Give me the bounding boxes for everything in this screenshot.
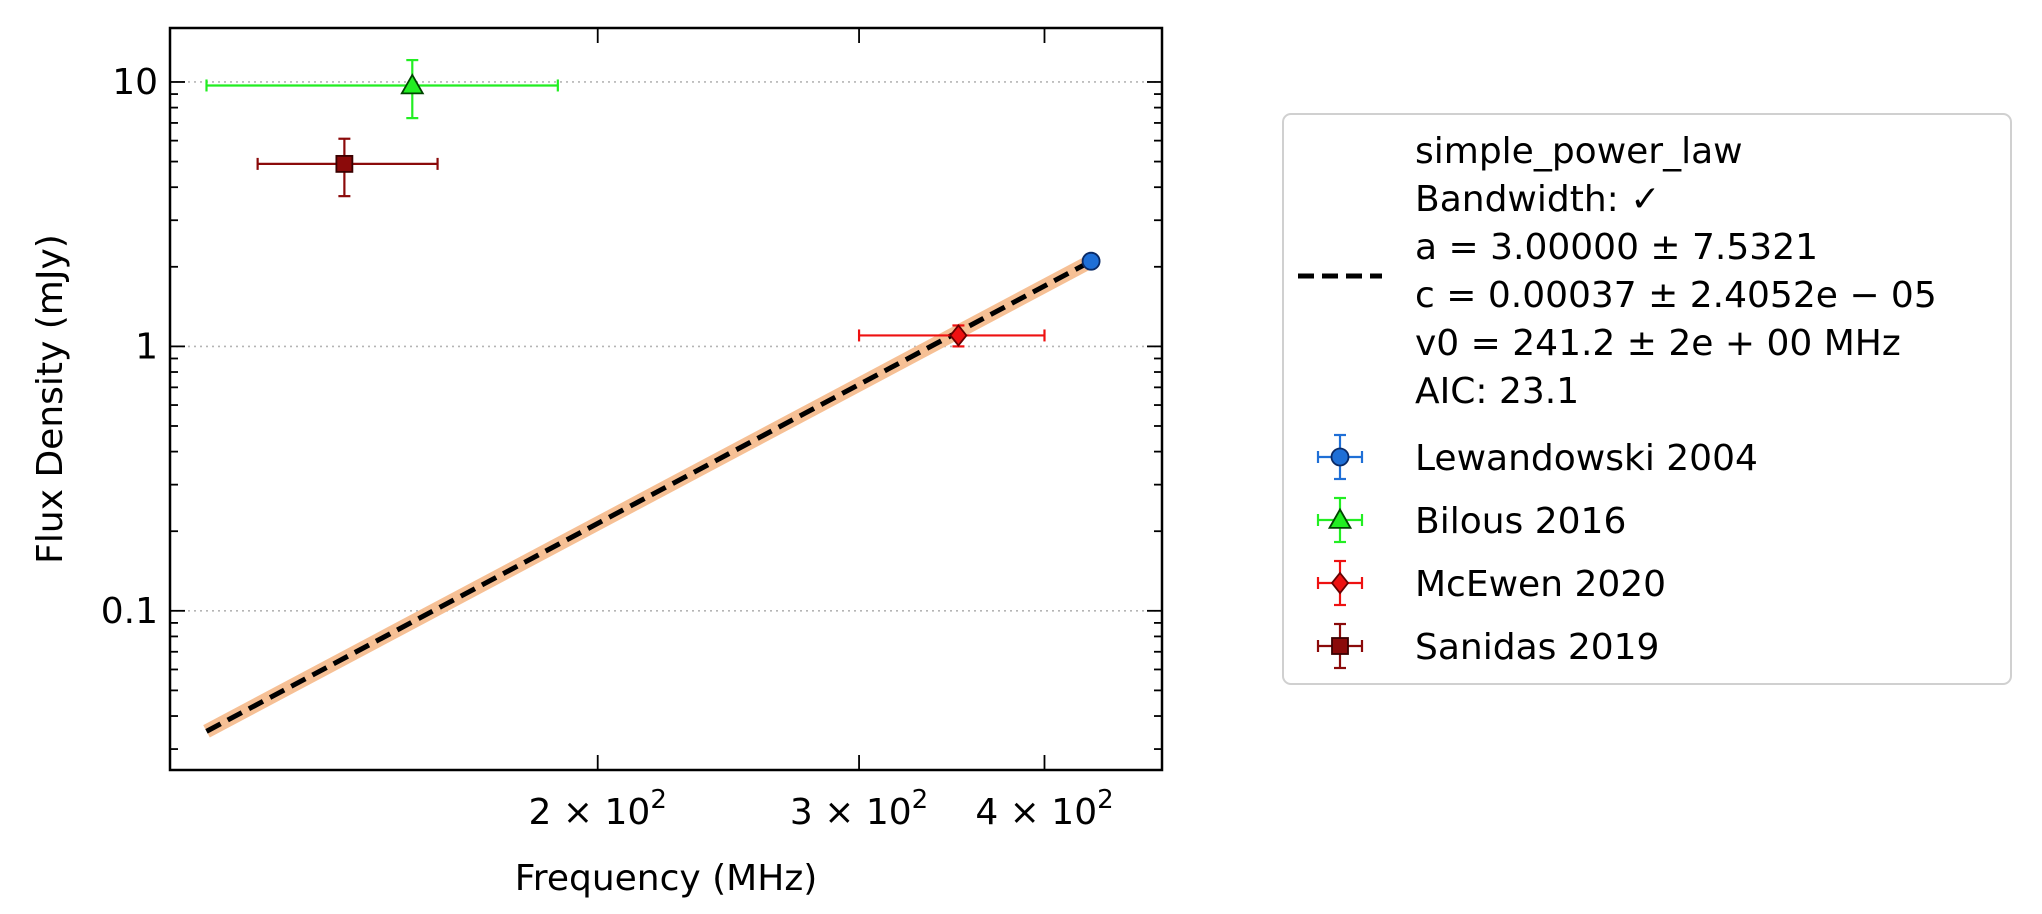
- data-points: [205, 58, 1101, 348]
- fit-uncertainty-band: [203, 255, 1095, 738]
- legend-box: [1282, 113, 2012, 685]
- y-axis-label: Flux Density (mJy): [30, 234, 71, 564]
- data-point-0: [1081, 251, 1101, 271]
- tick-labels: 0.1 1 10 2 × 102 3 × 102 4 × 102: [101, 62, 1114, 833]
- legend: simple_power_law Bandwidth: ✓ a = 3.00000 …: [1282, 113, 2012, 685]
- legend-label-3: Sanidas 2019: [1415, 627, 1659, 668]
- data-point-3: [335, 154, 354, 173]
- fit-layer: [203, 255, 1095, 738]
- legend-entry-3: Sanidas 2019: [1316, 622, 1659, 670]
- legend-fit-line-4: v0 = 241.2 ± 2e + 00 MHz: [1415, 323, 1901, 364]
- legend-entry-0: Lewandowski 2004: [1316, 433, 1758, 481]
- x-tick-label-2: 4 × 102: [975, 785, 1113, 833]
- x-tick-label-1: 3 × 102: [790, 785, 928, 833]
- legend-fit-line-2: a = 3.00000 ± 7.5321: [1415, 227, 1818, 268]
- legend-marker-0: [1330, 447, 1350, 467]
- axis-ticks: [170, 28, 1162, 770]
- y-tick-label-0: 0.1: [101, 591, 158, 632]
- grid-lines: [170, 81, 1162, 612]
- legend-label-0: Lewandowski 2004: [1415, 438, 1758, 479]
- legend-marker-1: [1327, 507, 1353, 529]
- series-1: [205, 58, 559, 120]
- series-2: [857, 324, 1046, 348]
- x-axis-label: Frequency (MHz): [515, 858, 818, 899]
- series-3: [256, 137, 439, 198]
- y-tick-label-2: 10: [112, 62, 158, 103]
- legend-fit-line-3: c = 0.00037 ± 2.4052e − 05: [1415, 275, 1937, 316]
- data-point-1: [400, 73, 425, 95]
- legend-fit-line-1: Bandwidth: ✓: [1415, 179, 1660, 220]
- legend-fit-line-5: AIC: 23.1: [1415, 371, 1579, 412]
- legend-marker-3: [1331, 637, 1349, 655]
- data-point-2: [949, 324, 968, 347]
- legend-marker-2: [1330, 571, 1350, 595]
- legend-label-1: Bilous 2016: [1415, 501, 1626, 542]
- legend-entry-2: McEwen 2020: [1316, 559, 1666, 607]
- legend-entry-1: Bilous 2016: [1316, 496, 1626, 544]
- series-0: [1081, 251, 1101, 271]
- legend-label-2: McEwen 2020: [1415, 564, 1666, 605]
- legend-fit-line-0: simple_power_law: [1415, 131, 1743, 172]
- x-tick-label-0: 2 × 102: [529, 785, 667, 833]
- y-tick-label-1: 1: [135, 326, 158, 367]
- plot-frame: [168, 26, 1164, 772]
